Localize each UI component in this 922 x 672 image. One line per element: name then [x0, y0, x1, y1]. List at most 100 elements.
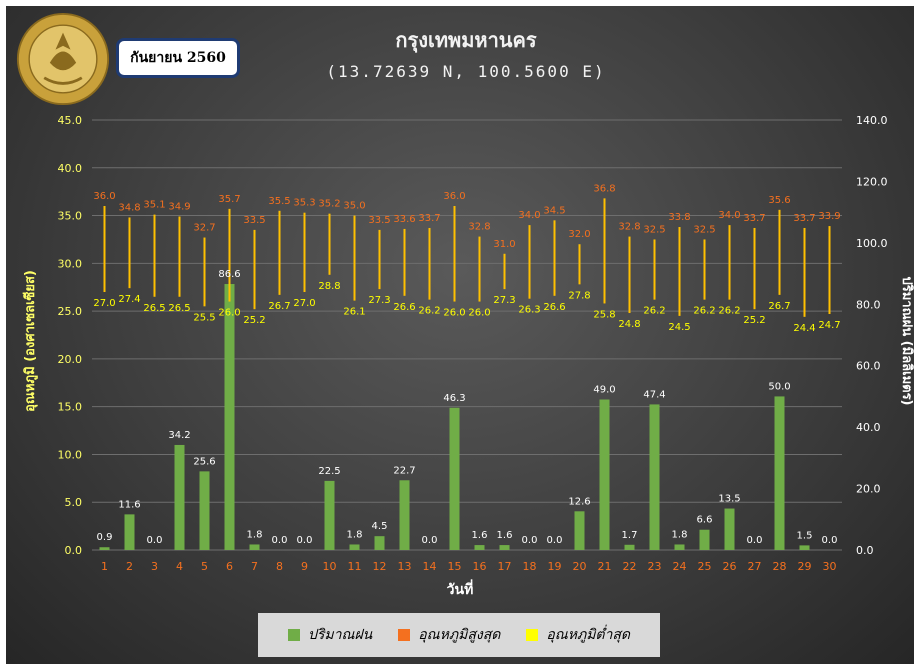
rain-value-label: 6.6 — [697, 515, 713, 526]
x-tick-label: 24 — [673, 560, 687, 573]
right-tick-label: 140.0 — [856, 114, 888, 127]
rain-value-label: 0.9 — [97, 532, 113, 543]
tmin-value-label: 26.0 — [468, 308, 490, 319]
tmin-value-label: 27.4 — [118, 294, 140, 305]
tmin-value-label: 27.0 — [93, 298, 115, 309]
left-tick-label: 40.0 — [58, 162, 83, 175]
tmax-value-label: 36.0 — [443, 191, 465, 202]
right-axis-title: ปริมาณฝน (มิลลิเมตร) — [899, 276, 914, 405]
rain-value-label: 22.5 — [318, 466, 340, 477]
rain-value-label: 1.7 — [622, 530, 638, 541]
tmin-value-label: 26.3 — [518, 305, 540, 316]
rain-bar — [699, 529, 710, 550]
left-tick-label: 25.0 — [58, 305, 83, 318]
tmax-value-label: 35.7 — [218, 194, 240, 205]
tmin-value-label: 26.5 — [143, 303, 165, 314]
tmin-value-label: 26.2 — [718, 306, 740, 317]
rain-bar — [649, 404, 660, 550]
chart-frame: กันยายน 2560 กรุงเทพมหานคร (13.72639 N, … — [6, 6, 914, 664]
rain-value-label: 1.8 — [247, 529, 263, 540]
rain-value-label: 25.6 — [193, 456, 215, 467]
legend-label-tmin: อุณหภูมิต่ำสุด — [546, 627, 631, 643]
tmin-value-label: 26.1 — [343, 307, 365, 318]
left-tick-label: 10.0 — [58, 448, 83, 461]
x-tick-label: 23 — [648, 560, 662, 573]
x-tick-label: 6 — [226, 560, 233, 573]
x-tick-label: 14 — [423, 560, 437, 573]
x-tick-label: 9 — [301, 560, 308, 573]
rain-value-label: 50.0 — [768, 381, 790, 392]
tmax-value-label: 33.7 — [793, 213, 815, 224]
x-tick-label: 10 — [323, 560, 337, 573]
rain-value-label: 0.0 — [547, 535, 563, 546]
rain-value-label: 1.5 — [797, 530, 813, 541]
left-tick-label: 30.0 — [58, 257, 83, 270]
tmax-value-label: 33.8 — [668, 212, 690, 223]
rain-bar — [349, 544, 360, 550]
x-tick-label: 15 — [448, 560, 462, 573]
tmax-value-label: 32.0 — [568, 229, 590, 240]
tmin-value-label: 27.3 — [493, 295, 515, 306]
legend-item-tmin: อุณหภูมิต่ำสุด — [526, 624, 630, 646]
tmin-value-label: 27.3 — [368, 295, 390, 306]
tmin-value-label: 26.0 — [443, 308, 465, 319]
left-tick-label: 45.0 — [58, 114, 83, 127]
tmin-value-label: 24.7 — [818, 320, 840, 331]
x-tick-label: 3 — [151, 560, 158, 573]
rain-bar — [474, 545, 485, 550]
rain-value-label: 1.6 — [497, 530, 513, 541]
chart-title: กรุงเทพมหานคร — [395, 28, 537, 52]
legend-item-tmax: อุณหภูมิสูงสุด — [398, 624, 500, 646]
rain-bar — [574, 511, 585, 550]
rain-bar — [249, 544, 260, 550]
chart-subtitle: (13.72639 N, 100.5600 E) — [326, 62, 606, 81]
x-tick-label: 13 — [398, 560, 412, 573]
rain-bar — [449, 407, 460, 550]
rain-bar — [174, 444, 185, 550]
tmin-value-label: 28.8 — [318, 281, 340, 292]
x-tick-label: 2 — [126, 560, 133, 573]
tmax-value-label: 34.0 — [518, 210, 540, 221]
rain-bar — [499, 545, 510, 550]
legend-label-rain: ปริมาณฝน — [307, 627, 373, 643]
tmax-value-label: 35.0 — [343, 201, 365, 212]
rain-value-label: 0.0 — [747, 535, 763, 546]
tmax-value-label: 33.5 — [368, 215, 390, 226]
x-tick-label: 12 — [373, 560, 387, 573]
rain-bar — [99, 547, 110, 550]
tmin-value-label: 26.6 — [543, 302, 565, 313]
rain-value-label: 1.8 — [347, 529, 363, 540]
x-tick-label: 19 — [548, 560, 562, 573]
tmax-value-label: 35.1 — [143, 200, 165, 211]
x-tick-label: 29 — [798, 560, 812, 573]
tmin-value-label: 27.0 — [293, 298, 315, 309]
meteorological-department-logo — [16, 12, 110, 106]
right-tick-label: 20.0 — [856, 483, 881, 496]
rain-value-label: 0.0 — [822, 535, 838, 546]
rain-bar — [399, 480, 410, 550]
x-tick-label: 11 — [348, 560, 362, 573]
tmin-value-label: 25.5 — [193, 312, 215, 323]
tmin-value-label: 25.2 — [243, 315, 265, 326]
rain-value-label: 49.0 — [593, 385, 615, 396]
x-tick-label: 7 — [251, 560, 258, 573]
rain-value-label: 34.2 — [168, 430, 190, 441]
left-tick-label: 15.0 — [58, 401, 83, 414]
x-axis-labels: 1 2 3 4 5 6 7 8 9 10 11 12 13 14 15 16 17 18 19 20 21 22 23 24 2… — [101, 560, 837, 573]
x-tick-label: 8 — [276, 560, 283, 573]
legend: ปริมาณฝน อุณหภูมิสูงสุด อุณหภูมิต่ำสุด — [258, 613, 660, 657]
tmin-value-label: 25.8 — [593, 309, 615, 320]
tmin-value-label: 26.2 — [693, 306, 715, 317]
tmin-value-label: 26.7 — [768, 301, 790, 312]
rain-value-label: 11.6 — [118, 499, 140, 510]
rain-value-label: 86.6 — [218, 269, 240, 280]
temperature-ranges — [103, 198, 831, 317]
x-tick-label: 30 — [823, 560, 837, 573]
left-tick-label: 5.0 — [65, 496, 83, 509]
rain-bar — [199, 471, 210, 550]
rain-value-label: 4.5 — [372, 521, 388, 532]
x-axis-title: วันที่ — [447, 579, 474, 598]
left-axis-ticks: 0.0 5.0 10.0 15.0 20.0 25.0 30.0 35.0 40.0 45.0 — [58, 114, 83, 557]
tmax-value-label: 33.9 — [818, 211, 840, 222]
x-tick-label: 18 — [523, 560, 537, 573]
